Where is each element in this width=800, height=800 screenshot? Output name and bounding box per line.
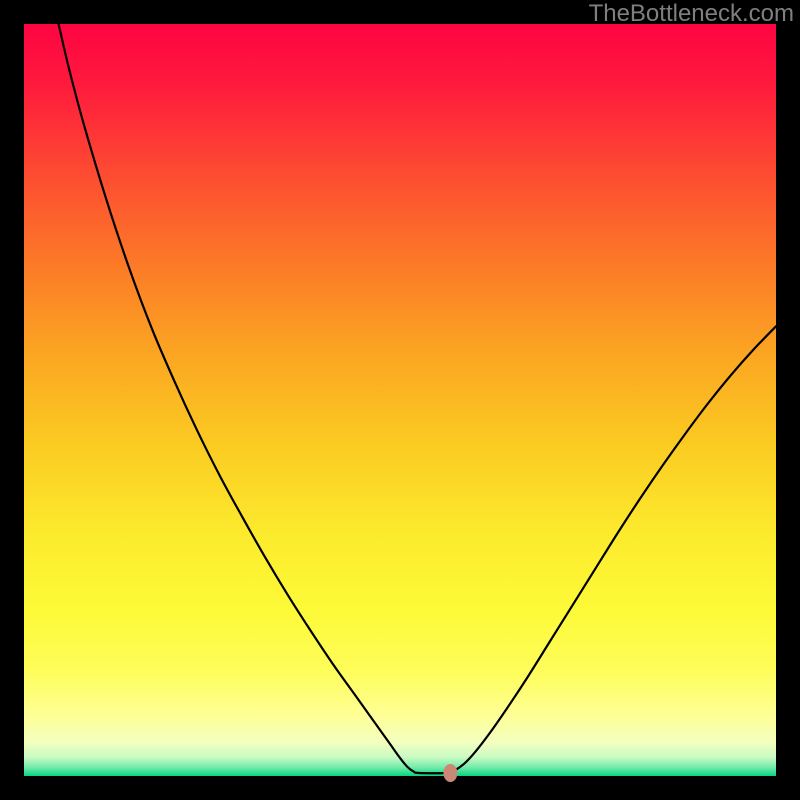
plot-area — [24, 24, 776, 776]
gradient-background — [24, 24, 776, 776]
optimal-point-marker — [443, 764, 457, 782]
watermark-text: TheBottleneck.com — [589, 0, 794, 28]
plot-svg — [24, 24, 776, 776]
